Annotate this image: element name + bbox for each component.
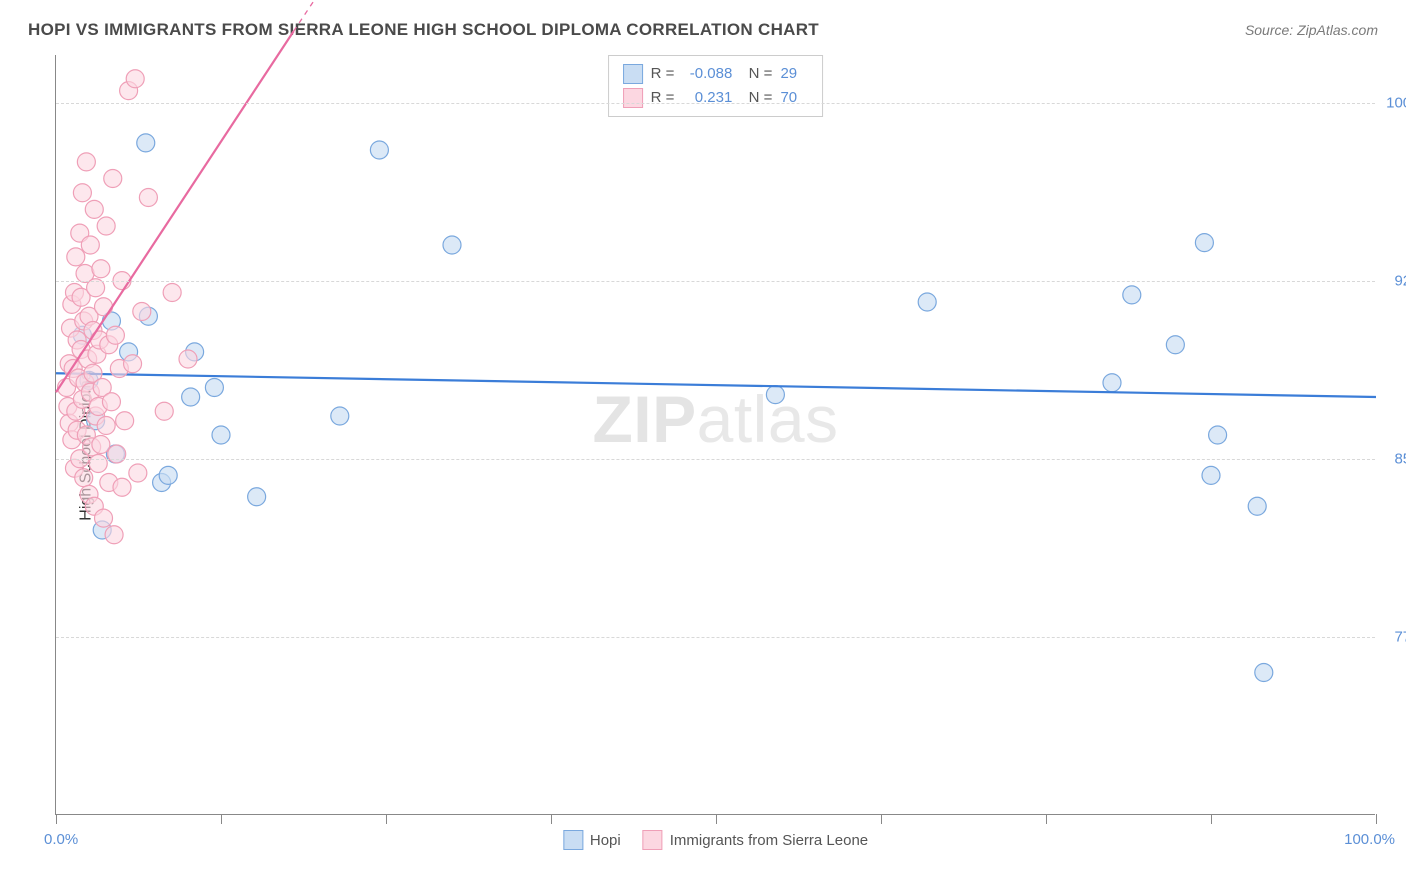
chart-area: ZIPatlas R = -0.088 N = 29 R = 0.231 N =…: [55, 55, 1375, 815]
r-value-1: -0.088: [682, 62, 732, 86]
y-tick-label: 92.5%: [1381, 272, 1406, 289]
n-label: N =: [740, 86, 772, 110]
swatch-hopi-bottom: [563, 830, 583, 850]
legend-label-hopi: Hopi: [590, 832, 621, 849]
chart-title: HOPI VS IMMIGRANTS FROM SIERRA LEONE HIG…: [28, 20, 819, 40]
plot-svg: [56, 55, 1375, 814]
legend-item-sl: Immigrants from Sierra Leone: [643, 830, 868, 850]
n-value-1: 29: [780, 62, 808, 86]
x-tick: [716, 814, 717, 824]
correlation-row-2: R = 0.231 N = 70: [623, 86, 809, 110]
legend-label-sl: Immigrants from Sierra Leone: [670, 832, 868, 849]
gridline: [56, 281, 1375, 282]
swatch-sl: [623, 88, 643, 108]
x-tick: [386, 814, 387, 824]
series-legend: Hopi Immigrants from Sierra Leone: [563, 830, 868, 850]
swatch-hopi: [623, 64, 643, 84]
correlation-legend: R = -0.088 N = 29 R = 0.231 N = 70: [608, 55, 824, 117]
source-label: Source: ZipAtlas.com: [1245, 22, 1378, 38]
x-tick: [221, 814, 222, 824]
r-label: R =: [651, 86, 675, 110]
x-min-label: 0.0%: [44, 831, 78, 848]
gridline: [56, 103, 1375, 104]
gridline: [56, 459, 1375, 460]
x-tick: [1211, 814, 1212, 824]
x-max-label: 100.0%: [1344, 831, 1395, 848]
r-label: R =: [651, 62, 675, 86]
r-value-2: 0.231: [682, 86, 732, 110]
x-tick: [1376, 814, 1377, 824]
y-tick-label: 100.0%: [1381, 94, 1406, 111]
swatch-sl-bottom: [643, 830, 663, 850]
y-tick-label: 85.0%: [1381, 450, 1406, 467]
n-value-2: 70: [780, 86, 808, 110]
legend-item-hopi: Hopi: [563, 830, 621, 850]
x-tick: [56, 814, 57, 824]
n-label: N =: [740, 62, 772, 86]
correlation-row-1: R = -0.088 N = 29: [623, 62, 809, 86]
x-tick: [1046, 814, 1047, 824]
x-tick: [881, 814, 882, 824]
x-tick: [551, 814, 552, 824]
gridline: [56, 637, 1375, 638]
y-tick-label: 77.5%: [1381, 628, 1406, 645]
